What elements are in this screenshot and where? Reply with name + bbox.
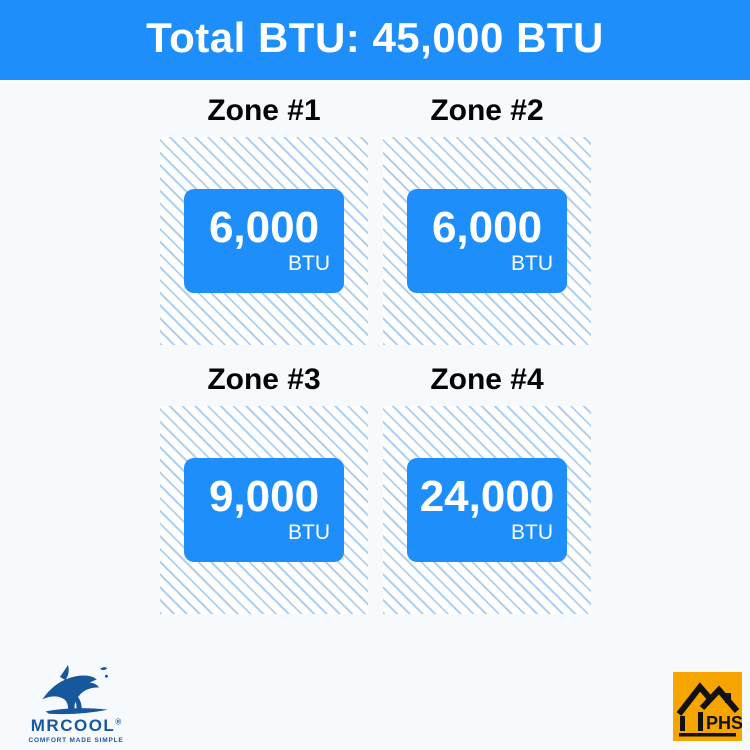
zone-3-btu-unit: BTU [288,521,330,544]
zone-4-btu-card: 24,000 BTU [407,458,567,562]
zone-1: Zone #1 6,000 BTU [160,92,368,345]
phs-logo: PHS [673,672,742,741]
zone-3: Zone #3 9,000 BTU [160,361,368,614]
zone-1-btu-value: 6,000 [208,203,320,252]
header-banner: Total BTU: 45,000 BTU [0,0,750,80]
mrcool-tagline: COMFORT MADE SIMPLE [28,737,124,744]
zone-2-btu-value: 6,000 [431,203,543,252]
zone-2: Zone #2 6,000 BTU [383,92,591,345]
zone-3-title: Zone #3 [207,363,321,396]
zone-4-btu-value: 24,000 [419,472,555,521]
zone-4: Zone #4 24,000 BTU [383,361,591,614]
zone-1-btu-unit: BTU [288,252,330,275]
zone-4-btu-unit: BTU [511,521,553,544]
phs-house-icon [676,682,740,731]
total-btu-title: Total BTU: 45,000 BTU [146,14,604,61]
zone-3-btu-card: 9,000 BTU [184,458,344,562]
zone-4-title: Zone #4 [430,363,544,396]
zone-2-btu-unit: BTU [511,252,553,275]
mrcool-name-text: MRCOOL [30,716,116,736]
mrcool-polar-bear-icon [42,665,108,715]
registered-trademark-symbol: ® [115,717,122,727]
zone-1-btu-card: 6,000 BTU [184,189,344,293]
zone-2-title: Zone #2 [430,94,544,127]
zone-3-btu-value: 9,000 [208,472,320,521]
zone-2-btu-card: 6,000 BTU [407,189,567,293]
zones-grid: Zone #1 6,000 BTU Zone #2 6,000 BTU Zone… [160,92,591,614]
mrcool-wordmark: MRCOOL® [30,716,122,736]
zone-4-hatch-area: 24,000 BTU [383,406,591,614]
zone-1-hatch-area: 6,000 BTU [160,137,368,345]
zone-3-hatch-area: 9,000 BTU [160,406,368,614]
phs-label: PHS [706,713,742,733]
zone-2-hatch-area: 6,000 BTU [383,137,591,345]
zone-1-title: Zone #1 [207,94,321,127]
mrcool-logo: MRCOOL® COMFORT MADE SIMPLE [16,661,136,744]
